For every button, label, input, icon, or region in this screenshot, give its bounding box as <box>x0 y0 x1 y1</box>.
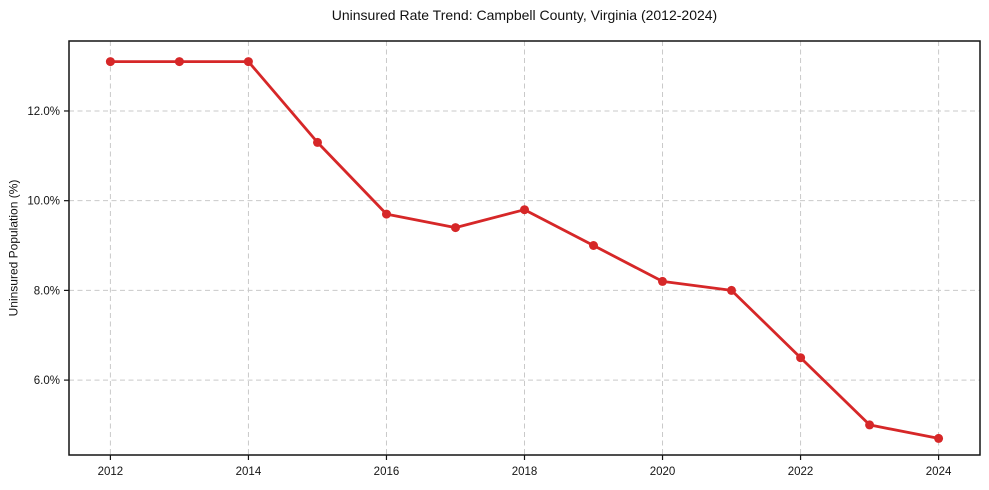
x-tick-label: 2020 <box>650 466 676 478</box>
y-tick-label: 12.0% <box>27 106 60 118</box>
x-tick-label: 2012 <box>98 466 124 478</box>
data-point <box>589 241 598 250</box>
data-point <box>382 209 391 219</box>
chart-title: Uninsured Rate Trend: Campbell County, V… <box>331 7 718 23</box>
x-tick-label: 2014 <box>236 466 262 478</box>
data-point <box>105 57 115 67</box>
data-point <box>865 420 875 430</box>
data-point <box>658 276 667 286</box>
x-tick-label: 2018 <box>512 466 538 478</box>
data-point <box>451 223 460 233</box>
data-point <box>520 205 529 215</box>
data-point <box>174 57 184 67</box>
x-tick-label: 2016 <box>374 466 400 478</box>
data-point <box>934 433 944 443</box>
x-tick-label: 2022 <box>788 466 814 478</box>
data-point <box>243 57 253 67</box>
data-point <box>313 137 322 147</box>
y-tick-label: 6.0% <box>34 375 60 387</box>
data-point <box>727 285 736 295</box>
y-tick-label: 8.0% <box>34 285 60 297</box>
x-tick-label: 2024 <box>926 466 952 478</box>
y-tick-label: 10.0% <box>27 196 60 208</box>
data-point <box>796 353 806 363</box>
